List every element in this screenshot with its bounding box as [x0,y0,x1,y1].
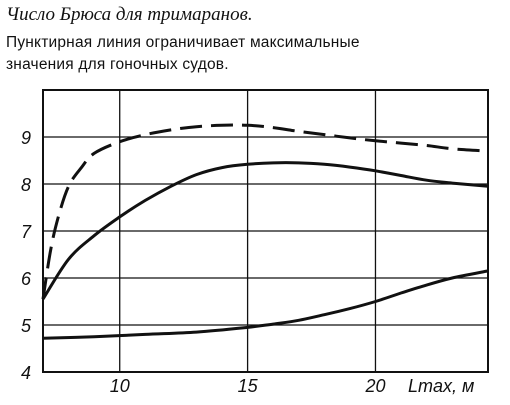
chart-title: Число Брюса для тримаранов. [6,4,253,25]
series-group [41,123,489,340]
x-tick-label-15: 15 [238,376,259,396]
y-tick-label-6: 6 [21,269,32,289]
grid [43,90,488,372]
y-tick-label-7: 7 [21,222,32,242]
x-tick-label-20: 20 [364,376,385,396]
solid-line-1 [41,161,489,300]
y-tick-label-8: 8 [21,175,31,195]
y-tick-label-9: 9 [21,128,31,148]
chart-subtitle: Пунктирная линия ограничивает максимальн… [6,32,506,76]
subtitle-line-2: значения для гоночных судов. [6,56,229,73]
tick-labels: 10 15 20 4 5 6 7 8 9 [21,128,386,396]
subtitle-line-1: Пунктирная линия ограничивает максимальн… [6,34,360,51]
plot-frame [42,89,489,373]
x-axis-label: Lmax, м [408,376,474,396]
y-tick-label-5: 5 [21,316,32,336]
x-tick-label-10: 10 [110,376,130,396]
dashed-limit-line [41,123,489,300]
solid-line-2 [42,269,489,340]
y-tick-label-4: 4 [21,363,31,383]
